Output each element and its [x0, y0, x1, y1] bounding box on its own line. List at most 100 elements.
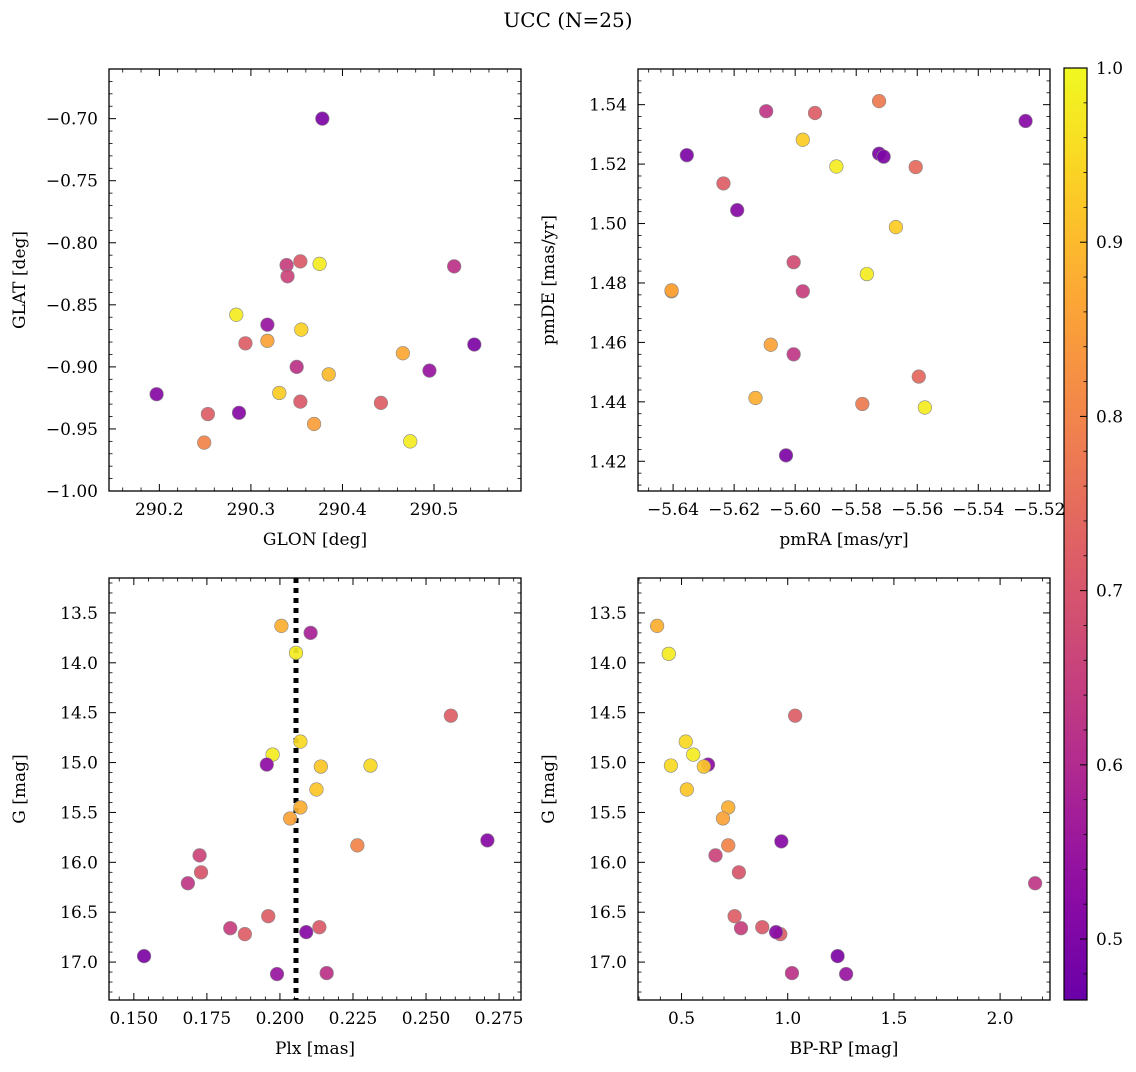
y-tick-label: 13.5: [60, 604, 98, 624]
data-point: [829, 159, 844, 174]
data-point: [312, 920, 327, 935]
data-point: [716, 176, 731, 191]
data-point: [786, 255, 801, 270]
data-point: [283, 811, 298, 826]
panel-glon-glat: 290.2 290.3 290.4 290.5 −1.00 −0.95 −0.90 −0.85…: [10, 68, 522, 550]
panel-plx-g: 0.150 0.175 0.200 0.225 0.250 0.275 13.5 14.0 14…: [10, 577, 523, 1059]
y-tick-label: 14.5: [60, 704, 98, 724]
data-point: [261, 909, 276, 924]
x-tick-label: 290.2: [135, 500, 184, 520]
data-point: [708, 848, 723, 863]
y-tick-label: −1.00: [46, 482, 98, 502]
y-tick-label: 16.0: [60, 853, 98, 873]
y-tick-label: 1.48: [589, 274, 627, 294]
data-point: [730, 203, 745, 218]
data-point: [136, 949, 152, 964]
data-point: [260, 333, 275, 348]
data-point: [274, 618, 289, 633]
x-tick-label: −5.64: [647, 500, 699, 520]
x-axis-label: GLON [deg]: [263, 530, 367, 550]
data-point: [260, 317, 275, 332]
x-tick-label: 0.175: [183, 1009, 232, 1029]
data-point: [650, 618, 665, 633]
y-tick-label: −0.80: [46, 234, 98, 254]
data-point: [313, 759, 328, 774]
y-tick-label: 16.0: [589, 853, 627, 873]
data-point: [784, 965, 800, 981]
data-point: [1018, 113, 1033, 129]
data-point: [312, 256, 327, 271]
x-tick-label: 1.0: [774, 1009, 801, 1029]
y-tick-label: −0.70: [46, 110, 98, 130]
data-point: [788, 708, 803, 723]
y-tick-label: 1.42: [589, 452, 627, 472]
data-point: [778, 448, 794, 463]
data-point: [197, 435, 212, 450]
data-point: [679, 148, 694, 163]
figure-title: UCC (N=25): [503, 8, 633, 32]
data-point: [759, 104, 774, 119]
data-point: [231, 405, 247, 420]
data-point: [721, 838, 736, 853]
colorbar-tick-label: 0.8: [1096, 407, 1123, 427]
y-tick-label: 15.5: [589, 803, 627, 823]
data-point: [280, 269, 295, 284]
x-tick-label: −5.58: [830, 500, 882, 520]
axes-frame: [637, 68, 1051, 492]
colorbar-tick-label: 1.0: [1096, 59, 1123, 79]
data-point: [855, 396, 870, 412]
y-axis-label: pmDE [mas/yr]: [539, 215, 559, 345]
colorbar-tick-label: 0.9: [1096, 233, 1123, 253]
y-axis-label: GLAT [deg]: [10, 231, 30, 329]
y-tick-label: 16.5: [589, 903, 627, 923]
data-point: [193, 865, 209, 880]
y-axis-label: G [mag]: [539, 754, 559, 823]
x-tick-label: 1.5: [880, 1009, 907, 1029]
data-point: [293, 800, 308, 815]
y-tick-label: 16.5: [60, 903, 98, 923]
y-tick-label: 1.46: [589, 333, 627, 353]
x-tick-label: −5.52: [1013, 500, 1065, 520]
data-point: [733, 921, 749, 936]
data-point: [911, 369, 926, 384]
data-point: [288, 645, 304, 660]
data-point: [871, 93, 887, 109]
data-point: [748, 390, 763, 406]
y-tick-label: −0.90: [46, 358, 98, 378]
data-point: [839, 966, 854, 982]
x-tick-label: 2.0: [987, 1009, 1014, 1029]
data-point: [319, 965, 334, 981]
data-point: [192, 848, 207, 863]
x-tick-label: −5.62: [708, 500, 760, 520]
x-tick-label: 0.150: [110, 1009, 159, 1029]
data-point: [795, 132, 810, 147]
y-tick-label: −0.85: [46, 296, 98, 316]
data-point: [795, 284, 810, 299]
data-point: [293, 254, 308, 269]
data-point: [299, 925, 314, 940]
data-point: [678, 734, 693, 749]
data-point: [395, 346, 410, 361]
y-tick-label: 17.0: [589, 953, 627, 973]
data-point: [363, 758, 378, 773]
data-point: [807, 105, 823, 121]
x-tick-label: −5.54: [952, 500, 1004, 520]
data-point: [293, 394, 308, 409]
data-point: [309, 782, 324, 797]
x-tick-label: 290.4: [318, 500, 367, 520]
y-tick-label: 14.5: [589, 704, 627, 724]
data-point: [664, 283, 679, 298]
colorbar: 0.5 0.6 0.7 0.8 0.9 1.0: [1063, 59, 1123, 1001]
data-point: [272, 385, 287, 401]
data-point: [237, 927, 252, 942]
data-point: [768, 925, 784, 940]
data-point: [229, 307, 244, 322]
x-tick-label: 0.200: [256, 1009, 305, 1029]
y-tick-label: 1.54: [589, 96, 627, 116]
data-point: [306, 416, 322, 432]
y-tick-label: 15.5: [60, 803, 98, 823]
x-axis-label: Plx [mas]: [275, 1039, 355, 1059]
data-point: [422, 363, 437, 378]
y-tick-label: 14.0: [60, 654, 98, 674]
